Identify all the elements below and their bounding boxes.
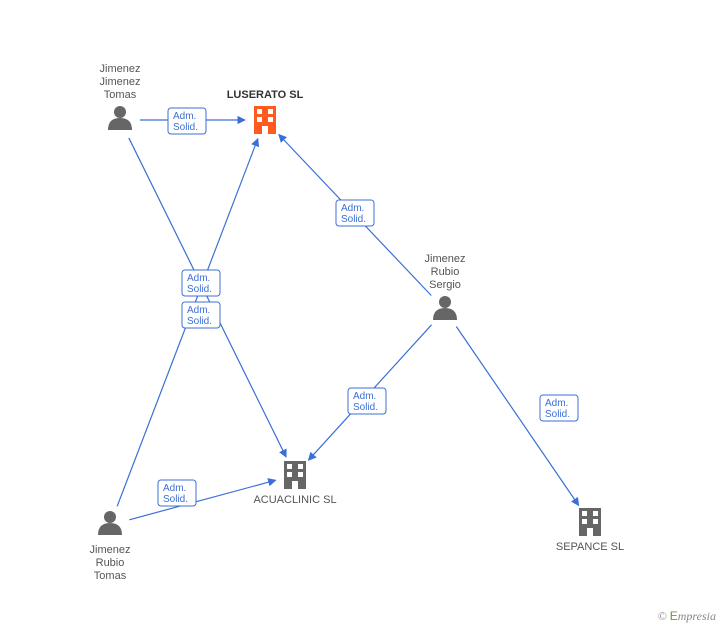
person-node: JimenezRubioSergio	[425, 253, 466, 320]
edge-label-text: Solid.	[163, 494, 188, 505]
person-icon	[98, 511, 122, 535]
node-label: Jimenez	[425, 253, 466, 265]
edge-label: Adm.Solid.	[168, 108, 206, 134]
edge-label-text: Adm.	[353, 391, 376, 402]
node-label: SEPANCE SL	[556, 541, 624, 553]
edge	[129, 138, 286, 457]
copyright-symbol: ©	[658, 609, 667, 623]
node-label: Sergio	[429, 279, 461, 291]
edge-label-text: Adm.	[545, 398, 568, 409]
building-icon	[579, 508, 601, 536]
edge-label-text: Solid.	[187, 316, 212, 327]
edge-label: Adm.Solid.	[540, 395, 578, 421]
edge-label-text: Adm.	[163, 483, 186, 494]
edge-label-text: Solid.	[341, 214, 366, 225]
edge-label: Adm.Solid.	[336, 200, 374, 226]
node-label: Jimenez	[90, 544, 131, 556]
company-node: SEPANCE SL	[556, 508, 624, 553]
edge-label: Adm.Solid.	[158, 480, 196, 506]
edge-label-text: Adm.	[341, 203, 364, 214]
edge-label-text: Solid.	[545, 409, 570, 420]
node-label: Tomas	[104, 89, 137, 101]
node-label: Rubio	[96, 557, 125, 569]
edge-label: Adm.Solid.	[348, 388, 386, 414]
network-diagram: Adm.Solid.Adm.Solid.Adm.Solid.Adm.Solid.…	[0, 0, 728, 630]
brand-initial: E	[670, 609, 678, 623]
building-icon	[254, 106, 276, 134]
company-node: ACUACLINIC SL	[253, 461, 336, 506]
node-label: Jimenez	[100, 63, 141, 75]
edge-label: Adm.Solid.	[182, 270, 220, 296]
node-label: Rubio	[431, 266, 460, 278]
edge-label-text: Solid.	[353, 402, 378, 413]
edge-label-text: Solid.	[187, 284, 212, 295]
node-label: Tomas	[94, 570, 127, 582]
company-node: LUSERATO SL	[227, 89, 304, 134]
edge-label-text: Adm.	[173, 111, 196, 122]
footer-brand: © Empresia	[658, 609, 716, 624]
building-icon	[284, 461, 306, 489]
person-node: JimenezRubioTomas	[90, 511, 131, 582]
node-label: Jimenez	[100, 76, 141, 88]
node-label: ACUACLINIC SL	[253, 494, 336, 506]
person-icon	[108, 106, 132, 130]
edge-label: Adm.Solid.	[182, 302, 220, 328]
edge-label-text: Solid.	[173, 122, 198, 133]
edge-label-text: Adm.	[187, 273, 210, 284]
person-node: JimenezJimenezTomas	[100, 63, 141, 130]
edge-label-text: Adm.	[187, 305, 210, 316]
brand-rest: mpresia	[678, 609, 716, 623]
node-label: LUSERATO SL	[227, 89, 304, 101]
person-icon	[433, 296, 457, 320]
